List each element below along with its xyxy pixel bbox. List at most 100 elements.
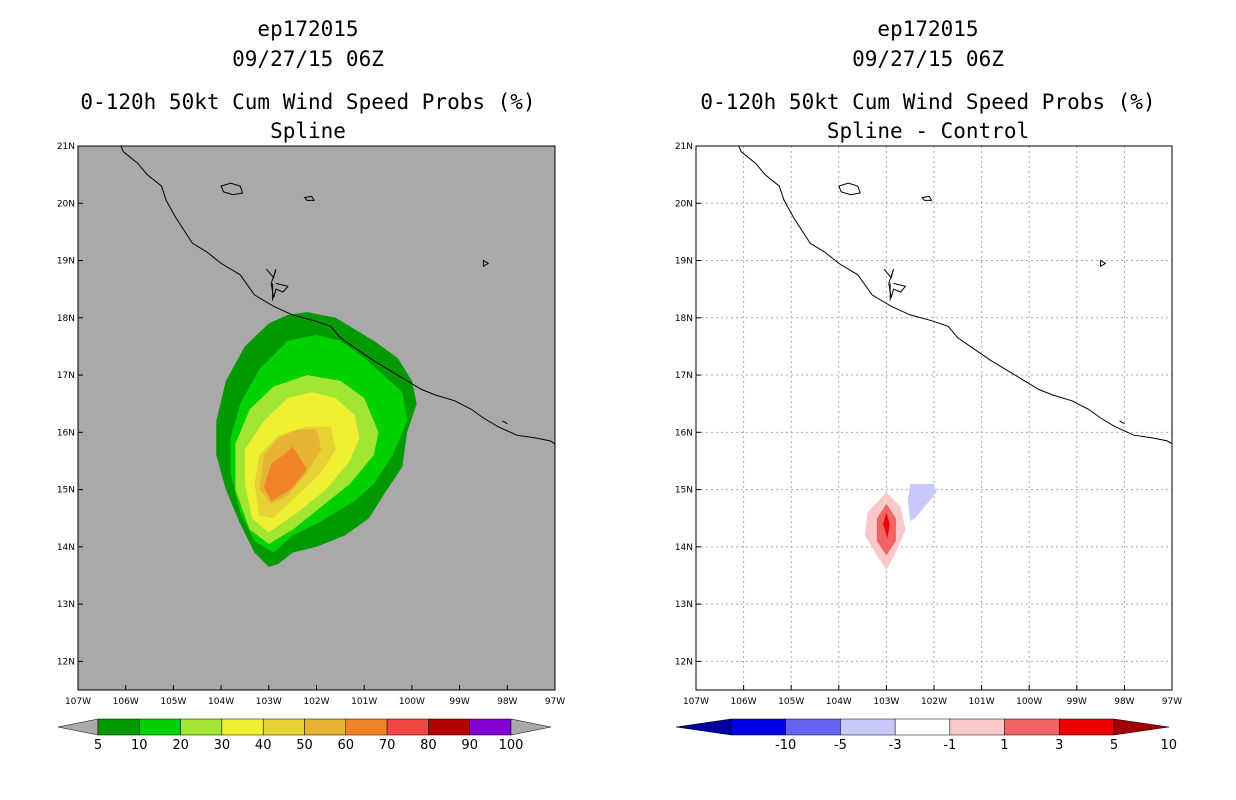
colorbar-label: 60 — [338, 738, 355, 753]
y-tick-label: 13N — [675, 600, 693, 610]
colorbar-label: 5 — [94, 738, 102, 753]
title-line-4: Spline - Control — [827, 119, 1029, 143]
contour-level-60 — [264, 446, 307, 501]
colorbar-label: 40 — [255, 738, 272, 753]
colorbar-label: 50 — [296, 738, 313, 753]
y-tick-label: 20N — [57, 199, 75, 209]
coastline — [120, 145, 556, 445]
right-panel: ep172015 09/27/15 06Z 0-120h 50kt Cum Wind… — [675, 17, 1182, 753]
colorbar-swatch — [730, 718, 786, 736]
colorbar-swatch — [469, 718, 512, 736]
x-tick-label: 99W — [449, 697, 469, 707]
y-tick-label: 13N — [57, 600, 75, 610]
y-tick-label: 17N — [675, 371, 693, 381]
title-line-3: 0-120h 50kt Cum Wind Speed Probs (%) — [80, 90, 535, 114]
x-tick-label: 101W — [351, 697, 377, 707]
colorbar-arrow-high — [510, 718, 552, 736]
colorbar-swatch — [262, 718, 305, 736]
colorbar-label: 3 — [1055, 738, 1063, 753]
colorbar-label: 1 — [1000, 738, 1008, 753]
colorbar-label: 10 — [1160, 738, 1177, 753]
x-tick-label: 106W — [731, 697, 757, 707]
y-tick-label: 19N — [675, 257, 693, 267]
lake-outline — [266, 268, 289, 298]
y-tick-label: 19N — [57, 257, 75, 267]
colorbar-label: -3 — [889, 738, 902, 753]
colorbar-swatch — [139, 718, 181, 736]
colorbar-label: 10 — [131, 738, 148, 753]
colorbar-label: -10 — [775, 738, 796, 753]
title-line-2: 09/27/15 06Z — [852, 47, 1004, 71]
y-tick-label: 20N — [675, 199, 693, 209]
x-tick-label: 102W — [303, 697, 329, 707]
island — [220, 182, 244, 196]
x-tick-label: 103W — [873, 697, 899, 707]
title-line-2: 09/27/15 06Z — [232, 47, 384, 71]
colorbar-swatch — [304, 718, 347, 736]
colorbar-swatch — [428, 718, 470, 736]
island — [303, 195, 315, 201]
colorbar-label: 80 — [420, 738, 437, 753]
y-tick-label: 21N — [675, 142, 693, 152]
colorbar-label: 20 — [172, 738, 189, 753]
title-line-1: ep172015 — [257, 17, 358, 41]
y-tick-label: 14N — [57, 543, 75, 553]
title-line-3: 0-120h 50kt Cum Wind Speed Probs (%) — [700, 90, 1155, 114]
x-tick-label: 104W — [826, 697, 852, 707]
y-tick-label: 17N — [57, 371, 75, 381]
x-tick-label: 99W — [1067, 697, 1087, 707]
colorbar-swatch — [345, 718, 388, 736]
colorbar-swatch — [785, 718, 841, 736]
x-tick-label: 106W — [113, 697, 139, 707]
island — [921, 195, 933, 201]
x-tick-label: 101W — [969, 697, 995, 707]
y-tick-label: 15N — [675, 486, 693, 496]
contour-level--1 — [907, 483, 937, 522]
contour-level-5 — [883, 512, 890, 539]
left-panel: ep172015 09/27/15 06Z 0-120h 50kt Cum Wind… — [57, 17, 565, 753]
coast-detail — [1119, 420, 1125, 425]
y-tick-label: 12N — [675, 657, 693, 667]
colorbar-arrow-low — [675, 718, 732, 736]
x-tick-label: 97W — [545, 697, 565, 707]
x-tick-label: 104W — [208, 697, 234, 707]
y-tick-label: 16N — [675, 428, 693, 438]
y-tick-label: 15N — [57, 486, 75, 496]
y-tick-label: 21N — [57, 142, 75, 152]
x-tick-label: 100W — [399, 697, 425, 707]
y-tick-label: 12N — [57, 657, 75, 667]
lake-outline — [883, 268, 907, 298]
colorbar-arrow-high — [1113, 718, 1170, 736]
x-tick-label: 107W — [683, 697, 709, 707]
coast-detail — [502, 420, 508, 425]
colorbar-swatch — [949, 718, 1005, 736]
colorbar-label: -5 — [834, 738, 847, 753]
colorbar-swatch — [180, 718, 223, 736]
y-tick-label: 18N — [675, 314, 693, 324]
x-tick-label: 103W — [256, 697, 282, 707]
colorbar-label: 5 — [1110, 738, 1118, 753]
colorbar-swatch — [1059, 718, 1115, 736]
x-tick-label: 97W — [1162, 697, 1182, 707]
x-tick-label: 105W — [778, 697, 804, 707]
colorbar-arrow-low — [57, 718, 99, 736]
colorbar-label: 90 — [461, 738, 478, 753]
colorbar-swatch — [894, 718, 951, 736]
island — [838, 182, 861, 196]
colorbar-swatch — [221, 718, 264, 736]
colorbar-swatch — [840, 718, 896, 736]
x-tick-label: 98W — [1114, 697, 1134, 707]
colorbar-label: -1 — [943, 738, 956, 753]
title-line-1: ep172015 — [877, 17, 978, 41]
x-tick-label: 105W — [160, 697, 186, 707]
x-tick-label: 107W — [65, 697, 91, 707]
colorbar-label: 70 — [379, 738, 396, 753]
colorbar-swatch — [1004, 718, 1060, 736]
y-tick-label: 18N — [57, 314, 75, 324]
x-tick-label: 98W — [497, 697, 517, 707]
colorbar-swatch — [97, 718, 140, 736]
x-tick-label: 100W — [1016, 697, 1042, 707]
island — [482, 259, 490, 268]
colorbar-label: 30 — [214, 738, 231, 753]
